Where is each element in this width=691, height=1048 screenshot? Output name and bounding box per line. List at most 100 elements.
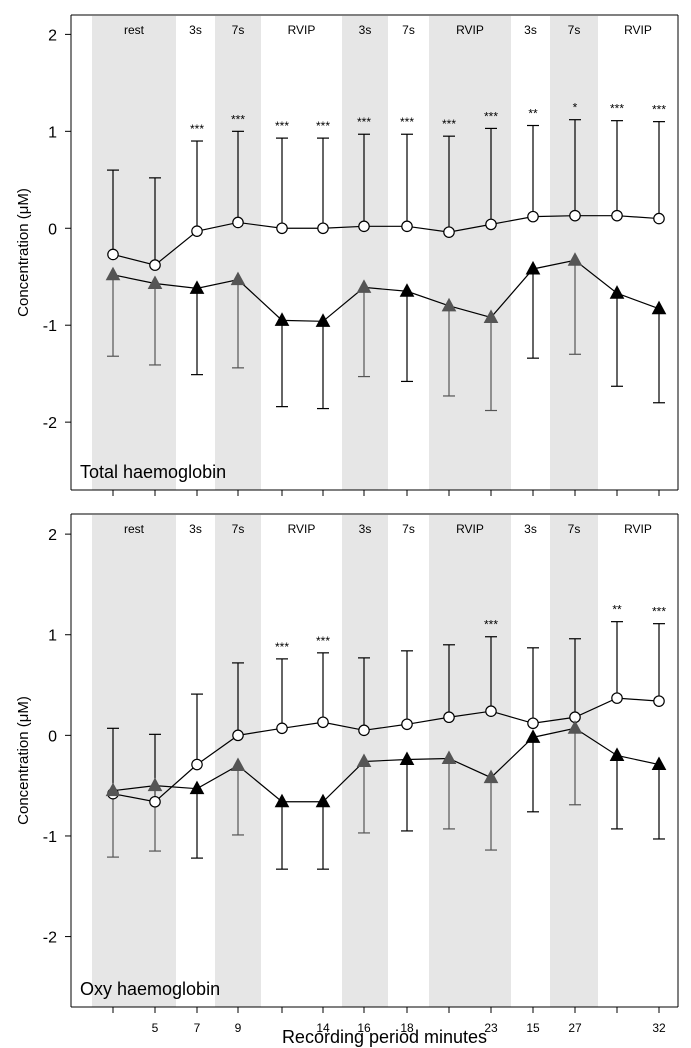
data-point-triangle: [147, 275, 163, 290]
y-tick-label: 2: [48, 27, 57, 44]
phase-label: 7s: [568, 23, 581, 37]
data-point-circle: [107, 248, 119, 261]
data-point-triangle: [483, 769, 499, 784]
phase-band: [92, 16, 176, 490]
significance-marker: ***: [484, 618, 498, 632]
y-tick-label: -1: [43, 318, 57, 335]
phase-label: 3s: [189, 23, 202, 37]
data-point-triangle: [441, 750, 457, 764]
significance-marker: ***: [652, 103, 666, 117]
data-point-circle: [527, 717, 539, 730]
significance-marker: **: [612, 603, 622, 617]
y-axis-title: Concentration (μM): [15, 696, 32, 825]
y-axis-title: Concentration (μM): [15, 188, 32, 317]
phase-label: 7s: [568, 522, 581, 536]
significance-marker: *: [573, 101, 578, 115]
significance-marker: ***: [357, 115, 371, 129]
phase-label: 3s: [359, 23, 372, 37]
data-point-triangle: [651, 300, 667, 315]
data-point-circle: [276, 222, 288, 235]
data-point-triangle: [189, 280, 205, 294]
data-point-circle: [358, 724, 370, 737]
data-point-triangle: [525, 729, 541, 743]
x-tick-label: 15: [526, 1021, 540, 1035]
phase-band: [342, 16, 388, 490]
phase-label: RVIP: [288, 23, 316, 37]
significance-marker: ***: [442, 117, 456, 131]
data-point-circle: [611, 209, 623, 222]
significance-marker: ***: [652, 605, 666, 619]
data-point-triangle: [441, 297, 457, 312]
data-point-triangle: [356, 279, 372, 293]
phase-label: 3s: [359, 522, 372, 536]
chart-panel-2: rest 3s 7s RVIP 3s 7s RVIP 3s 7s RVIP 2 1 0 -1 -2 5 7 9 14…: [15, 513, 679, 1047]
phase-label: 7s: [402, 23, 415, 37]
phase-band: [92, 515, 176, 1007]
series-line-triangle: [112, 259, 660, 322]
phase-band: [550, 16, 598, 490]
x-tick-label: 5: [152, 1021, 159, 1035]
data-point-triangle: [525, 260, 541, 275]
data-point-circle: [485, 218, 497, 231]
data-point-circle: [401, 220, 413, 233]
data-point-circle: [191, 225, 203, 237]
data-point-triangle: [567, 252, 583, 266]
phase-band: [429, 16, 511, 490]
data-point-circle: [149, 259, 161, 271]
panel-label: Total haemoglobin: [80, 462, 226, 482]
data-point-triangle: [651, 756, 667, 771]
data-point-circle: [358, 220, 370, 233]
data-point-circle: [191, 758, 203, 771]
data-point-triangle: [356, 753, 372, 768]
y-tick-label: 1: [48, 124, 57, 141]
x-tick-label: 14: [316, 1021, 330, 1035]
significance-marker: ***: [484, 109, 498, 123]
y-tick-label: 0: [48, 728, 57, 745]
x-tick-label: 9: [235, 1021, 242, 1035]
data-point-triangle: [315, 313, 331, 327]
y-tick-label: -1: [43, 829, 57, 846]
y-tick-label: 2: [48, 527, 57, 544]
phase-label: RVIP: [624, 522, 652, 536]
x-tick-label: 23: [484, 1021, 498, 1035]
data-point-circle: [611, 692, 623, 704]
phase-label: RVIP: [456, 23, 484, 37]
x-tick-label: 7: [194, 1021, 201, 1035]
data-point-triangle: [399, 283, 415, 297]
significance-marker: ***: [400, 115, 414, 129]
data-point-circle: [653, 212, 665, 225]
x-tick-label: 27: [568, 1021, 582, 1035]
phase-label: 7s: [232, 23, 245, 37]
data-point-circle: [317, 716, 329, 729]
data-point-circle: [276, 722, 288, 735]
data-point-triangle: [609, 747, 625, 761]
y-tick-label: 0: [48, 221, 57, 238]
significance-marker: ***: [275, 640, 289, 654]
significance-marker: ***: [231, 112, 245, 126]
phase-label: RVIP: [456, 522, 484, 536]
data-point-triangle: [274, 312, 290, 326]
data-point-circle: [232, 729, 244, 742]
data-point-circle: [653, 695, 665, 707]
phase-label: rest: [124, 522, 145, 536]
data-point-triangle: [230, 757, 246, 772]
series-line-triangle: [112, 727, 660, 803]
data-point-circle: [317, 222, 329, 235]
data-point-triangle: [274, 793, 290, 808]
data-point-triangle: [105, 782, 121, 797]
data-point-triangle: [230, 271, 246, 286]
phase-band: [550, 515, 598, 1007]
data-point-triangle: [189, 780, 205, 795]
data-point-triangle: [567, 720, 583, 734]
phase-label: 3s: [524, 23, 537, 37]
phase-label: 3s: [189, 522, 202, 536]
y-tick-label: -2: [43, 930, 57, 947]
data-point-triangle: [315, 793, 331, 808]
data-point-circle: [232, 216, 244, 229]
data-point-circle: [149, 795, 161, 808]
data-point-circle: [401, 718, 413, 731]
significance-marker: ***: [610, 102, 624, 116]
significance-marker: ***: [316, 634, 330, 648]
phase-label: 7s: [402, 522, 415, 536]
